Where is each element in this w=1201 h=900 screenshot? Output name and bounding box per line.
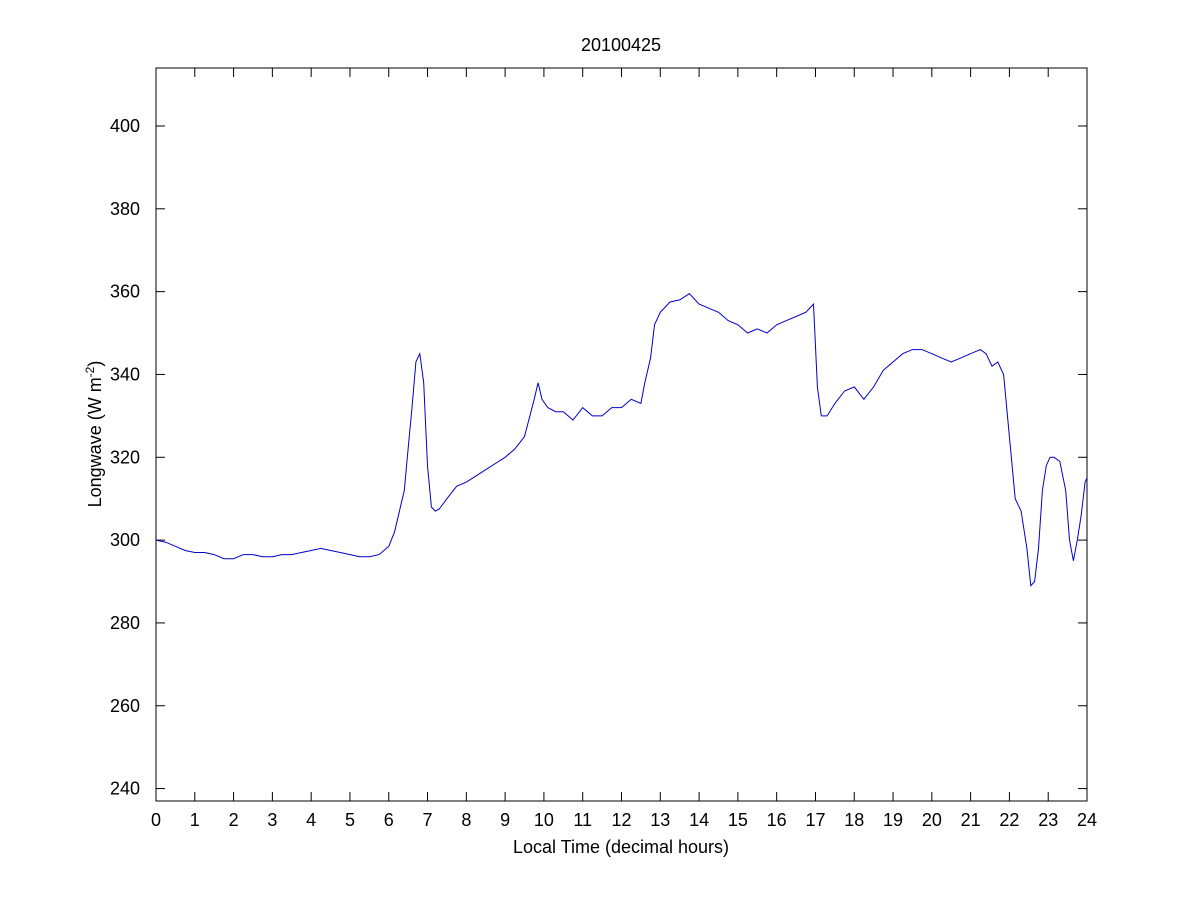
y-tick-label: 240 (110, 779, 140, 799)
x-tick-label: 4 (306, 810, 316, 830)
y-tick-label: 360 (110, 282, 140, 302)
x-tick-label: 23 (1038, 810, 1058, 830)
x-tick-label: 8 (461, 810, 471, 830)
x-tick-label: 22 (999, 810, 1019, 830)
x-tick-label: 17 (805, 810, 825, 830)
series-line (155, 293, 1088, 587)
x-tick-label: 6 (384, 810, 394, 830)
x-tick-label: 11 (573, 810, 592, 830)
x-tick-label: 24 (1077, 810, 1097, 830)
y-tick-label: 400 (110, 116, 140, 136)
x-tick-label: 1 (190, 810, 200, 830)
y-axis-title: Longwave (W m-2) (83, 361, 105, 508)
x-tick-label: 3 (267, 810, 277, 830)
x-tick-labels: 0 1 2 3 4 5 6 7 8 9 10 11 12 13 14 15 16 17 18 19 20 21 22 23 24 (151, 810, 1097, 830)
x-tick-label: 19 (883, 810, 903, 830)
y-tick-label: 260 (110, 696, 140, 716)
x-tick-label: 10 (534, 810, 554, 830)
x-axis-title: Local Time (decimal hours) (513, 837, 729, 857)
x-tick-label: 0 (151, 810, 161, 830)
x-tick-label: 14 (689, 810, 709, 830)
x-tick-label: 18 (844, 810, 864, 830)
y-tick-labels: 240 260 280 300 320 340 360 380 400 (110, 116, 140, 799)
y-axis-title-main: Longwave (W m (85, 377, 105, 507)
y-tick-label: 380 (110, 199, 140, 219)
y-tick-label: 300 (110, 530, 140, 550)
x-tick-label: 5 (345, 810, 355, 830)
y-tick-label: 340 (110, 364, 140, 384)
y-axis-title-sup: -2 (83, 366, 97, 377)
x-tick-label: 21 (961, 810, 981, 830)
x-tick-label: 15 (728, 810, 748, 830)
y-axis-title-close: ) (85, 361, 105, 367)
plot-area (155, 67, 1088, 802)
x-tick-label: 7 (423, 810, 433, 830)
tick-marks (155, 68, 1088, 801)
y-tick-label: 320 (110, 447, 140, 467)
x-tick-label: 16 (767, 810, 787, 830)
x-tick-label: 2 (229, 810, 239, 830)
x-tick-label: 13 (650, 810, 670, 830)
x-tick-label: 9 (500, 810, 510, 830)
x-tick-label: 12 (611, 810, 631, 830)
chart-title: 20100425 (581, 35, 661, 55)
x-tick-label: 20 (922, 810, 942, 830)
y-tick-label: 280 (110, 613, 140, 633)
